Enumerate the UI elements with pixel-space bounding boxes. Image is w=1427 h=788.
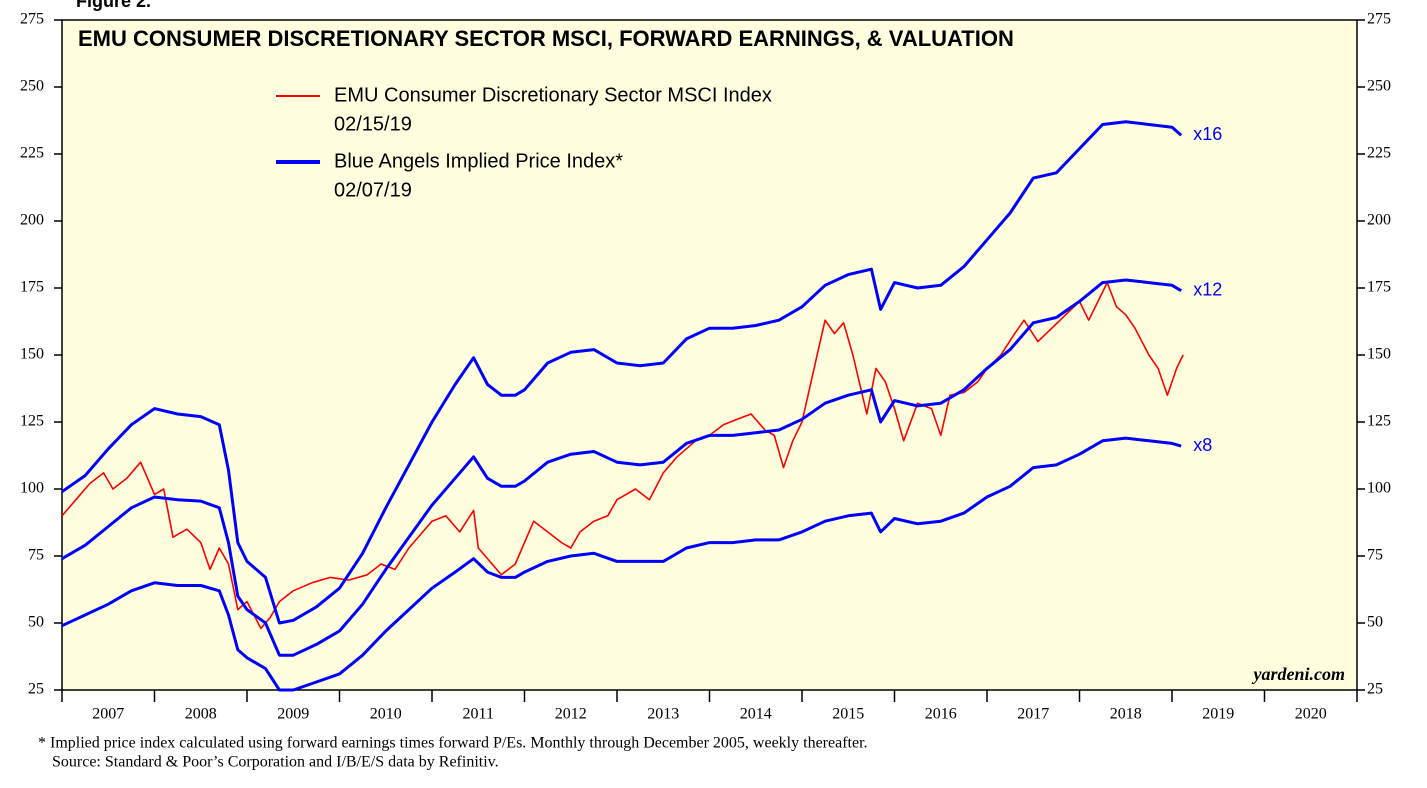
series-label: x16	[1193, 124, 1222, 144]
y-tick-label: 75	[28, 547, 44, 564]
x-tick-label: 2019	[1202, 706, 1234, 723]
y2-tick-label: 200	[1367, 212, 1391, 229]
series-line	[61, 120, 1183, 625]
x-tick-label: 2017	[1017, 706, 1049, 723]
y2-tick-label: 250	[1367, 78, 1391, 95]
x-tick-label: 2008	[185, 706, 217, 723]
y-tick-label: 125	[20, 413, 44, 430]
y-tick-label: 275	[20, 11, 44, 28]
y-tick-label: 25	[28, 681, 44, 698]
y-tick-label: 50	[28, 614, 44, 631]
x-tick-label: 2009	[277, 706, 309, 723]
y-tick-label: 200	[20, 212, 44, 229]
y-tick-label: 150	[20, 346, 44, 363]
x-tick-label: 2013	[647, 706, 679, 723]
series-label: x8	[1193, 435, 1212, 455]
x-tick-label: 2012	[555, 706, 587, 723]
chart-title: EMU CONSUMER DISCRETIONARY SECTOR MSCI, …	[78, 26, 1014, 51]
y2-tick-label: 275	[1367, 11, 1391, 28]
x-tick-label: 2011	[463, 706, 494, 723]
y2-tick-label: 75	[1367, 547, 1383, 564]
legend-date: 02/07/19	[334, 179, 412, 201]
x-tick-label: 2016	[925, 706, 957, 723]
y2-tick-label: 50	[1367, 614, 1383, 631]
series-line	[61, 278, 1182, 657]
x-tick-label: 2010	[370, 706, 402, 723]
y-tick-label: 250	[20, 78, 44, 95]
footnote: * Implied price index calculated using f…	[38, 735, 868, 752]
y2-tick-label: 100	[1367, 480, 1391, 497]
legend-label: Blue Angels Implied Price Index*	[334, 150, 623, 172]
y-tick-label: 100	[20, 480, 44, 497]
series-label: x12	[1193, 279, 1222, 299]
y2-tick-label: 25	[1367, 681, 1383, 698]
y-tick-label: 175	[20, 279, 44, 296]
x-tick-label: 2014	[740, 706, 772, 723]
legend-date: 02/15/19	[334, 113, 412, 135]
footnote: Source: Standard & Poor’s Corporation an…	[52, 754, 499, 771]
legend-label: EMU Consumer Discretionary Sector MSCI I…	[334, 84, 772, 106]
x-tick-label: 2018	[1110, 706, 1142, 723]
y-tick-label: 225	[20, 145, 44, 162]
y2-tick-label: 175	[1367, 279, 1391, 296]
y2-tick-label: 150	[1367, 346, 1391, 363]
watermark: yardeni.com	[1252, 664, 1346, 684]
x-tick-label: 2007	[92, 706, 124, 723]
y2-tick-label: 125	[1367, 413, 1391, 430]
y2-tick-label: 225	[1367, 145, 1391, 162]
series-line	[61, 436, 1182, 692]
x-tick-label: 2020	[1295, 706, 1327, 723]
plot-area	[61, 19, 1358, 691]
x-tick-label: 2015	[832, 706, 864, 723]
figure-label: Figure 2.	[76, 0, 151, 11]
